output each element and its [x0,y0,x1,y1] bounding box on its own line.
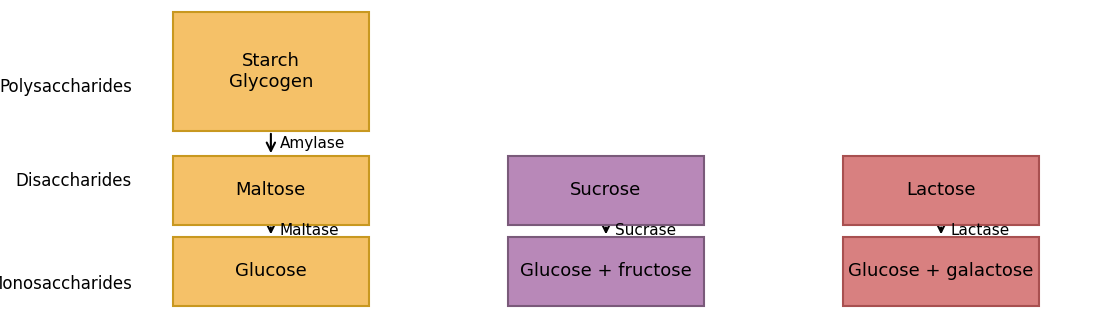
Text: Maltose: Maltose [236,181,306,199]
Text: Polysaccharides: Polysaccharides [0,78,132,96]
Text: Monosaccharides: Monosaccharides [0,275,132,293]
Text: Sucrose: Sucrose [571,181,641,199]
Text: Amylase: Amylase [279,136,345,151]
Text: Maltase: Maltase [279,223,340,238]
Text: Glucose + galactose: Glucose + galactose [849,262,1033,280]
Text: Disaccharides: Disaccharides [16,172,132,190]
Text: Lactose: Lactose [906,181,976,199]
Text: Lactase: Lactase [949,223,1010,238]
Text: Glucose + fructose: Glucose + fructose [521,262,691,280]
Text: Starch
Glycogen: Starch Glycogen [229,52,313,91]
Text: Sucrase: Sucrase [614,223,676,238]
Text: Glucose: Glucose [235,262,307,280]
